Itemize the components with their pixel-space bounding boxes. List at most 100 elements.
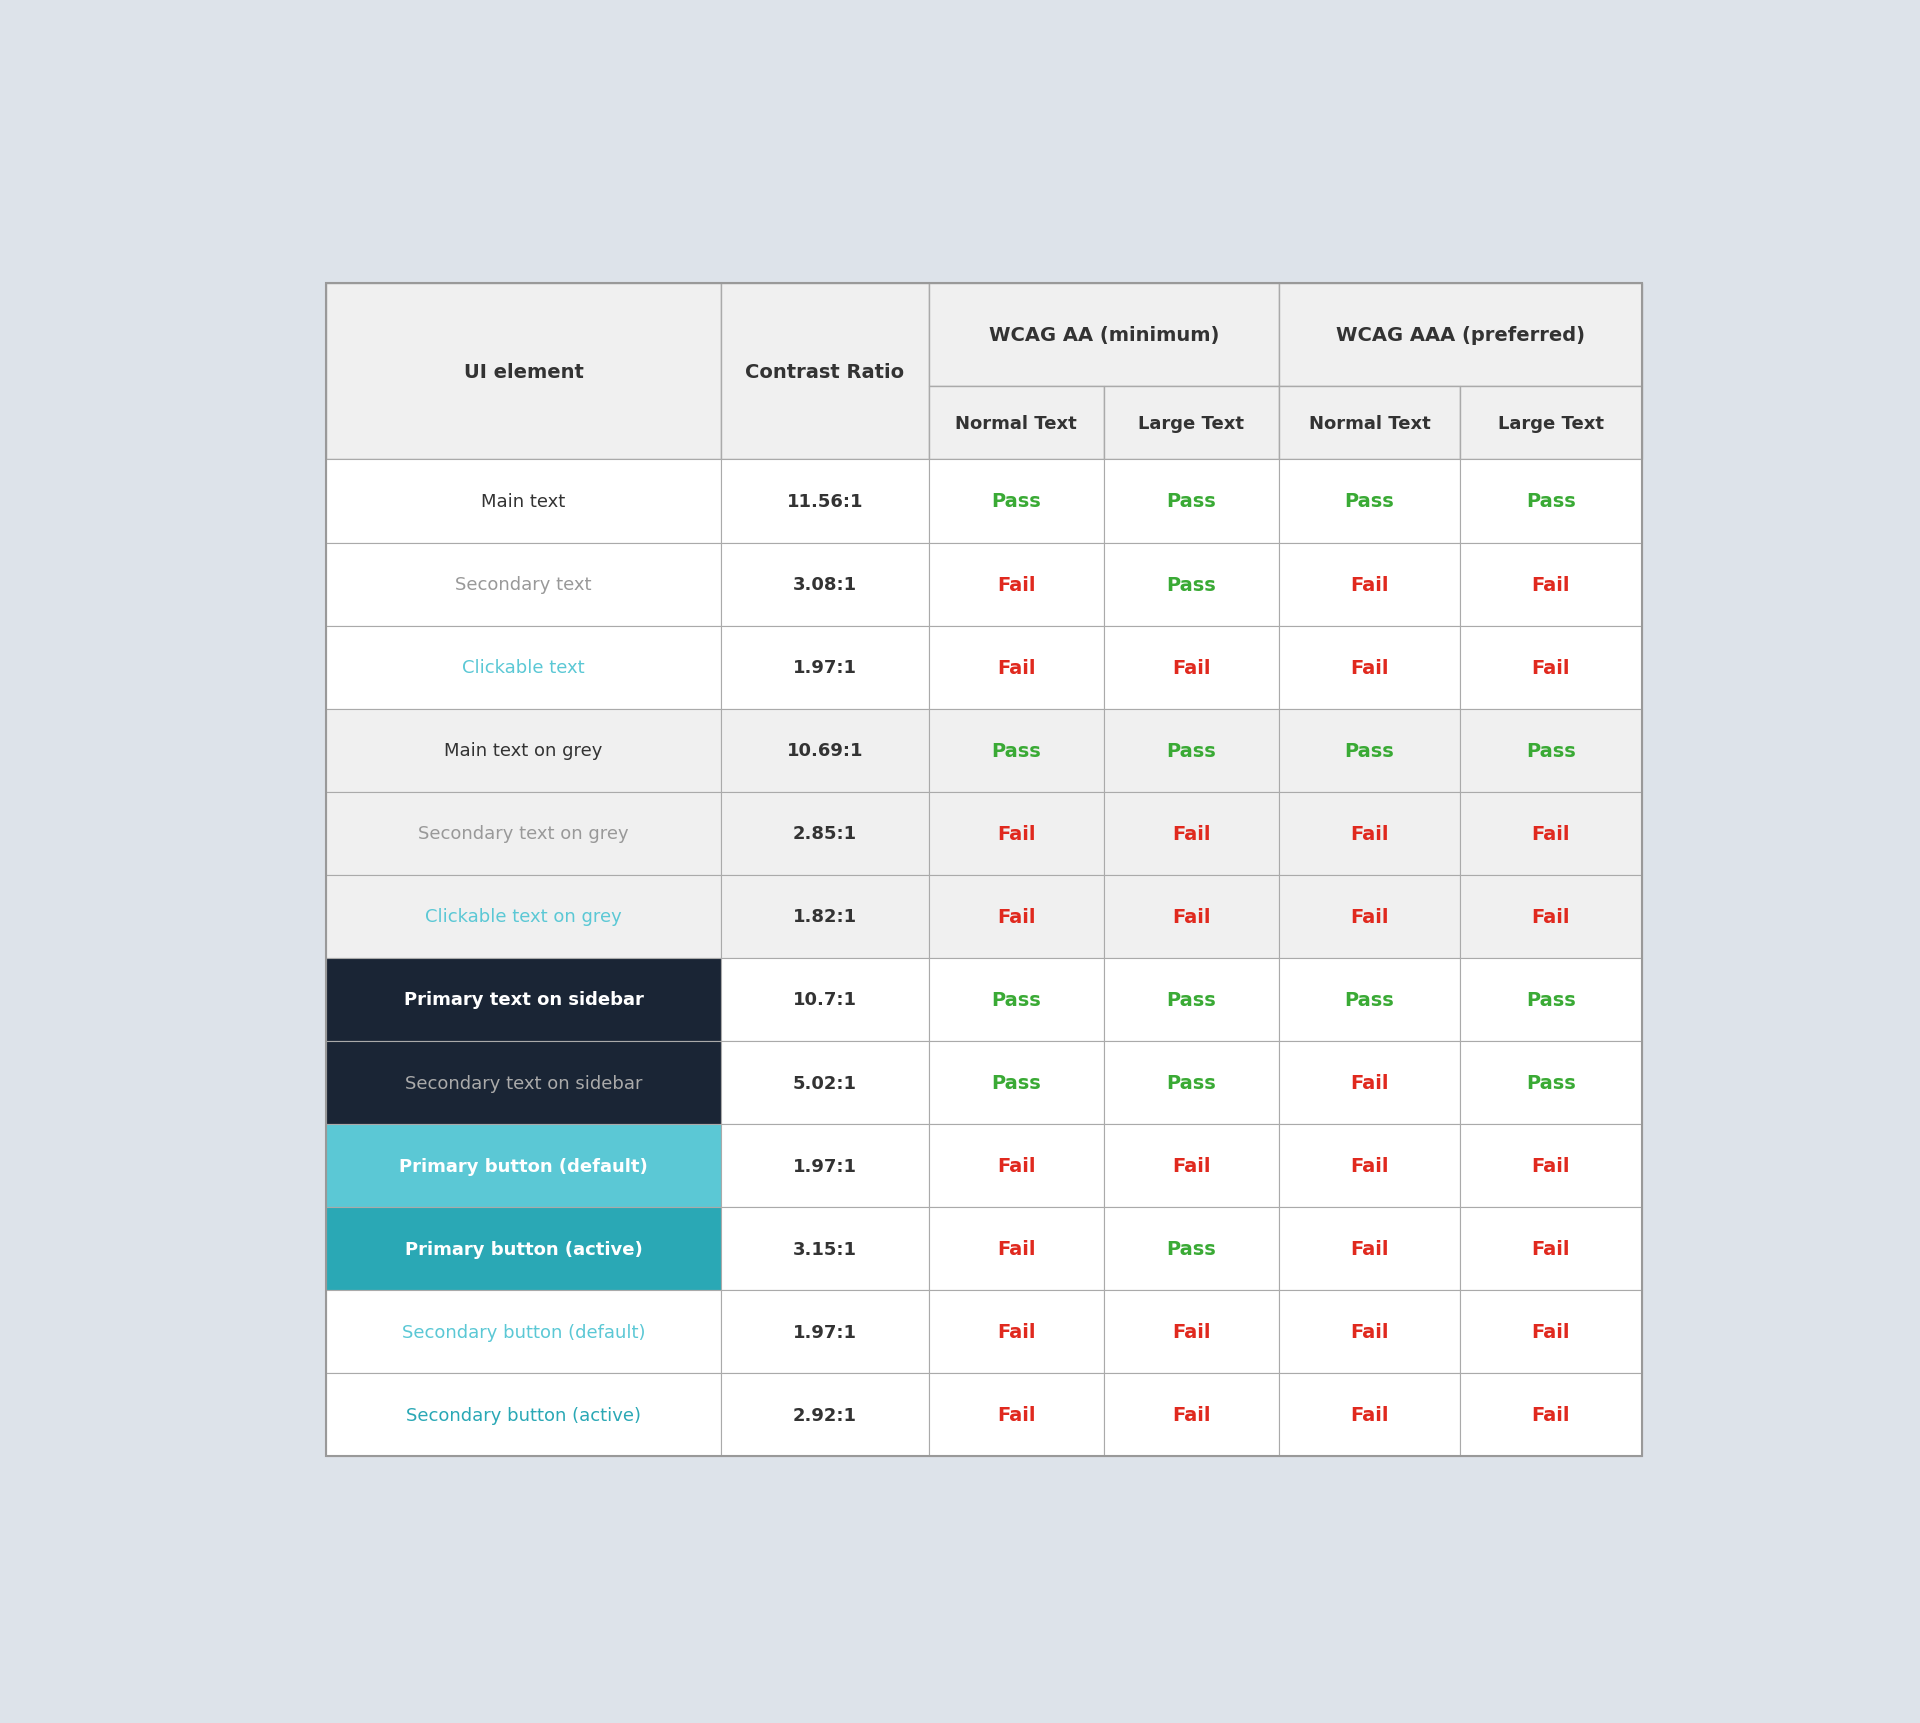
Text: Fail: Fail [1532, 1156, 1571, 1175]
Bar [929, 625, 1104, 710]
Text: Fail: Fail [996, 658, 1035, 677]
Text: Pass: Pass [1344, 493, 1394, 512]
Bar [1104, 460, 1279, 543]
Bar [929, 388, 1104, 460]
Bar [1461, 543, 1642, 625]
Text: 11.56:1: 11.56:1 [787, 493, 864, 510]
Text: 3.15:1: 3.15:1 [793, 1241, 856, 1258]
Bar [326, 710, 720, 793]
Bar [720, 460, 929, 543]
Text: Pass: Pass [1165, 991, 1215, 1010]
Text: 5.02:1: 5.02:1 [793, 1073, 856, 1092]
Text: Secondary text: Secondary text [455, 575, 591, 594]
Text: WCAG AAA (preferred): WCAG AAA (preferred) [1336, 326, 1584, 345]
Text: 1.97:1: 1.97:1 [793, 658, 856, 677]
Bar [1104, 625, 1279, 710]
Text: Fail: Fail [1171, 658, 1210, 677]
Text: Contrast Ratio: Contrast Ratio [745, 362, 904, 381]
Text: Pass: Pass [1165, 741, 1215, 760]
Text: Fail: Fail [1532, 1239, 1571, 1258]
Bar [326, 543, 720, 625]
Text: Pass: Pass [991, 991, 1041, 1010]
Text: Fail: Fail [1350, 1406, 1388, 1425]
Text: Primary button (active): Primary button (active) [405, 1241, 643, 1258]
Bar [929, 793, 1104, 875]
Text: Pass: Pass [991, 493, 1041, 512]
Bar [720, 543, 929, 625]
Bar [326, 284, 720, 460]
Text: Pass: Pass [1344, 741, 1394, 760]
Text: Fail: Fail [1171, 1323, 1210, 1342]
Bar [720, 1125, 929, 1208]
Text: Fail: Fail [1532, 1406, 1571, 1425]
Text: Pass: Pass [1344, 991, 1394, 1010]
Text: Pass: Pass [1526, 741, 1576, 760]
Bar [720, 1291, 929, 1373]
Bar [1279, 710, 1461, 793]
Bar [720, 284, 929, 460]
Text: Pass: Pass [991, 1073, 1041, 1092]
Bar [929, 1291, 1104, 1373]
Bar [720, 1041, 929, 1125]
Text: Fail: Fail [1171, 1156, 1210, 1175]
Text: Large Text: Large Text [1498, 415, 1603, 432]
Text: Normal Text: Normal Text [1309, 415, 1430, 432]
Text: Fail: Fail [1171, 824, 1210, 843]
Text: Fail: Fail [996, 575, 1035, 594]
Text: Pass: Pass [1165, 575, 1215, 594]
Bar [326, 1373, 720, 1456]
Text: Primary button (default): Primary button (default) [399, 1156, 647, 1175]
Bar [1461, 710, 1642, 793]
Bar [1461, 1373, 1642, 1456]
Bar [1461, 875, 1642, 958]
Text: Secondary button (active): Secondary button (active) [407, 1406, 641, 1423]
Bar [929, 1125, 1104, 1208]
Bar [1104, 793, 1279, 875]
Bar [326, 1208, 720, 1291]
Bar [326, 1125, 720, 1208]
Bar [1279, 388, 1461, 460]
Bar [1104, 1125, 1279, 1208]
Bar [929, 284, 1279, 388]
Bar [326, 875, 720, 958]
Bar [326, 1291, 720, 1373]
Text: Clickable text: Clickable text [463, 658, 586, 677]
Bar [929, 958, 1104, 1041]
Text: Fail: Fail [1350, 1323, 1388, 1342]
Bar [1461, 625, 1642, 710]
Text: Pass: Pass [1165, 1239, 1215, 1258]
Bar [326, 284, 1642, 1456]
Bar [720, 958, 929, 1041]
Text: Fail: Fail [1532, 908, 1571, 927]
Bar [1279, 543, 1461, 625]
Bar [1461, 1041, 1642, 1125]
Text: Fail: Fail [996, 824, 1035, 843]
Bar [1461, 1125, 1642, 1208]
Bar [1279, 1125, 1461, 1208]
Bar [720, 793, 929, 875]
Bar [720, 1373, 929, 1456]
Text: Normal Text: Normal Text [956, 415, 1077, 432]
Text: Secondary button (default): Secondary button (default) [401, 1323, 645, 1340]
Bar [326, 1041, 720, 1125]
Text: Fail: Fail [1532, 658, 1571, 677]
Text: Primary text on sidebar: Primary text on sidebar [403, 991, 643, 1010]
Text: Pass: Pass [1526, 1073, 1576, 1092]
Text: Pass: Pass [991, 741, 1041, 760]
Bar [1279, 1373, 1461, 1456]
Text: 3.08:1: 3.08:1 [793, 575, 856, 594]
Text: Secondary text on grey: Secondary text on grey [419, 825, 630, 843]
Text: 1.97:1: 1.97:1 [793, 1323, 856, 1340]
Text: Large Text: Large Text [1139, 415, 1244, 432]
Text: UI element: UI element [463, 362, 584, 381]
Text: Fail: Fail [996, 908, 1035, 927]
Text: WCAG AA (minimum): WCAG AA (minimum) [989, 326, 1219, 345]
Bar [929, 710, 1104, 793]
Bar [929, 460, 1104, 543]
Text: 1.82:1: 1.82:1 [793, 908, 856, 925]
Bar [1461, 1208, 1642, 1291]
Bar [1461, 460, 1642, 543]
Bar [1461, 958, 1642, 1041]
Bar [1279, 793, 1461, 875]
Bar [1279, 958, 1461, 1041]
